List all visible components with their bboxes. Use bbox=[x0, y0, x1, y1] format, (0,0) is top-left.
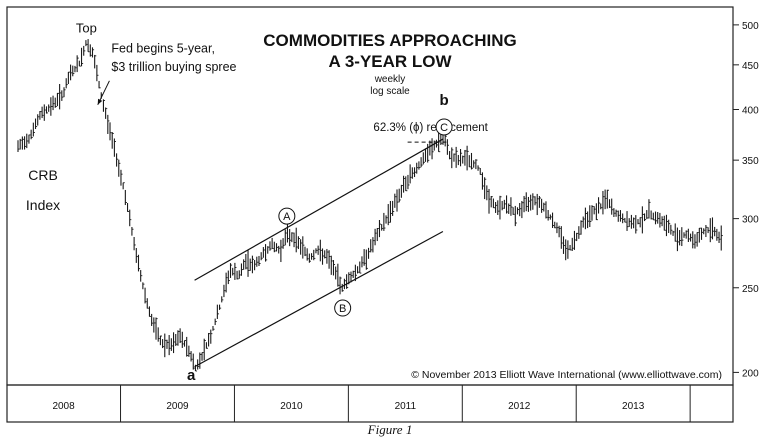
x-tick-label-3: 2011 bbox=[395, 401, 417, 412]
wave-b-label: b bbox=[439, 92, 448, 109]
wave-B-circle bbox=[334, 299, 352, 317]
chart-title-line2: A 3-YEAR LOW bbox=[328, 52, 452, 71]
top-label: Top bbox=[76, 21, 97, 36]
y-tick-label-2: 400 bbox=[742, 106, 759, 117]
channel-line-1 bbox=[194, 230, 444, 368]
chart-title-line1: COMMODITIES APPROACHING bbox=[263, 31, 516, 50]
chart-subtitle-line1: weekly bbox=[374, 74, 406, 85]
wave-A-circle-label: A bbox=[283, 211, 291, 223]
y-tick-label-4: 300 bbox=[742, 215, 759, 226]
x-tick-label-1: 2009 bbox=[166, 401, 189, 412]
wave-C-circle-label: C bbox=[440, 122, 448, 134]
x-tick-label-4: 2012 bbox=[508, 401, 531, 412]
y-tick-label-5: 250 bbox=[742, 284, 759, 295]
fed-note-line2: $3 trillion buying spree bbox=[111, 60, 236, 74]
copyright-text: © November 2013 Elliott Wave Internation… bbox=[411, 369, 722, 381]
x-axis-band bbox=[6, 384, 734, 423]
y-tick-label-0: 500 bbox=[742, 21, 759, 32]
x-tick-label-2: 2010 bbox=[280, 401, 303, 412]
y-tick-label-3: 350 bbox=[742, 156, 759, 167]
chart-subtitle-line2: log scale bbox=[370, 86, 410, 97]
crb-label-line2: Index bbox=[26, 197, 60, 213]
price-bars bbox=[17, 39, 723, 372]
wave-B-circle-label: B bbox=[339, 303, 346, 315]
figure-caption: Figure 1 bbox=[367, 422, 413, 437]
fed-note-line1: Fed begins 5-year, bbox=[111, 41, 215, 55]
wave-A-circle bbox=[278, 207, 296, 225]
crb-label-line1: CRB bbox=[28, 167, 58, 183]
channel-line-0 bbox=[194, 138, 444, 281]
fed-note-arrowhead bbox=[97, 98, 103, 105]
y-tick-label-6: 200 bbox=[742, 368, 759, 379]
wave-a-label: a bbox=[187, 367, 196, 384]
x-tick-label-5: 2013 bbox=[622, 401, 645, 412]
retracement-label: 62.3% (ϕ) retracement bbox=[373, 122, 488, 134]
y-tick-label-1: 450 bbox=[742, 61, 759, 72]
wave-C-circle bbox=[435, 118, 453, 136]
x-tick-label-0: 2008 bbox=[52, 401, 75, 412]
